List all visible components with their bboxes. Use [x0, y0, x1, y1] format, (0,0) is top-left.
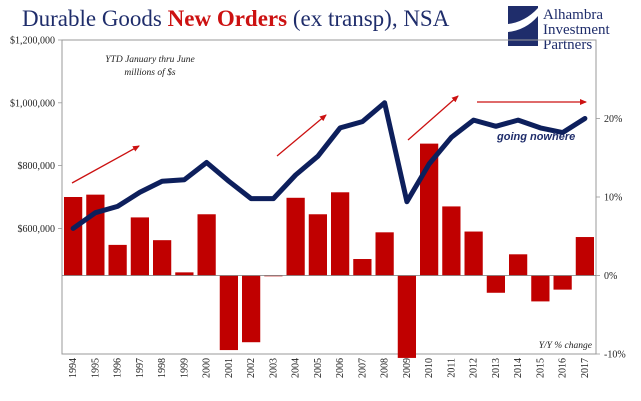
title-part3: (ex transp), NSA — [293, 6, 450, 31]
x-tick-label: 2001 — [224, 358, 235, 378]
bar-2011 — [442, 206, 461, 276]
right-tick-label: 10% — [604, 193, 622, 204]
x-tick-label: 2014 — [513, 358, 524, 378]
x-tick-label: 2012 — [469, 358, 480, 378]
bar-2001 — [219, 275, 238, 351]
bar-2015 — [531, 275, 550, 302]
bar-2016 — [553, 275, 572, 290]
x-tick-label: 2000 — [202, 358, 213, 378]
bar-1999 — [175, 272, 194, 276]
x-tick-label: 2010 — [424, 358, 435, 378]
bar-1998 — [153, 240, 172, 276]
trend-arrow-2 — [276, 114, 327, 157]
going-nowhere-annotation: going nowhere — [496, 131, 575, 143]
trend-arrow-3 — [407, 95, 459, 141]
left-tick-label: $600,000 — [18, 224, 56, 235]
x-tick-label: 1998 — [157, 358, 168, 378]
bar-1995 — [86, 194, 105, 276]
bar-2008 — [375, 232, 394, 276]
bar-2017 — [575, 237, 594, 276]
x-tick-label: 2002 — [246, 358, 257, 378]
x-tick-label: 2009 — [402, 358, 413, 378]
x-tick-label: 2017 — [580, 358, 591, 378]
x-tick-label: 1994 — [68, 358, 79, 378]
plot-frame — [61, 39, 597, 355]
logo-line1: Alhambra — [543, 7, 603, 23]
line-series — [70, 100, 588, 231]
bar-2000 — [197, 214, 216, 276]
x-tick-label: 2007 — [357, 358, 368, 378]
left-axis: $1,200,000 $1,000,000 $800,000 $600,000 — [10, 36, 62, 235]
logo-line3: Partners — [543, 37, 592, 53]
title-part1: Durable Goods — [22, 6, 168, 31]
left-tick-label: $1,200,000 — [10, 36, 55, 47]
bar-series — [64, 143, 594, 358]
x-axis: 1994 1995 1996 1997 1998 1999 2000 2001 2002 2003… — [68, 358, 591, 378]
right-axis: 20% 10% 0% -10% — [596, 114, 626, 361]
trend-arrow-1 — [71, 145, 140, 184]
x-tick-label: 1999 — [179, 358, 190, 378]
right-tick-label: 20% — [604, 114, 622, 125]
bar-2009 — [397, 275, 416, 358]
left-tick-label: $800,000 — [18, 161, 56, 172]
x-tick-label: 2016 — [558, 358, 569, 378]
bar-2007 — [353, 259, 372, 276]
bar-1994 — [64, 197, 83, 276]
bar-2012 — [464, 231, 483, 276]
chart-title: Durable Goods New Orders (ex transp), NS… — [22, 6, 450, 31]
x-tick-label: 1996 — [113, 358, 124, 378]
right-tick-label: -10% — [604, 350, 626, 361]
x-tick-label: 2006 — [335, 358, 346, 378]
x-tick-label: 2013 — [491, 358, 502, 378]
bar-2014 — [509, 254, 528, 276]
x-tick-label: 2003 — [268, 358, 279, 378]
units-note-line1: YTD January thru June — [105, 55, 194, 65]
yoy-note: Y/Y % change — [539, 341, 592, 351]
x-tick-label: 1995 — [90, 358, 101, 378]
bar-2004 — [286, 197, 305, 276]
trend-arrows — [71, 95, 587, 184]
bar-1996 — [108, 244, 127, 276]
x-tick-label: 2015 — [535, 358, 546, 378]
x-tick-label: 2005 — [313, 358, 324, 378]
bar-2013 — [486, 275, 505, 293]
bar-2005 — [308, 214, 327, 276]
title-part2: New Orders — [168, 6, 287, 31]
left-tick-label: $1,000,000 — [10, 98, 55, 109]
x-tick-label: 2008 — [380, 358, 391, 378]
x-tick-label: 1997 — [135, 358, 146, 378]
x-tick-label: 2004 — [291, 358, 302, 378]
logo-line2: Investment — [543, 22, 610, 38]
bar-2002 — [242, 275, 261, 343]
alhambra-logo: Alhambra Investment Partners — [508, 6, 610, 53]
orders-line — [70, 100, 588, 231]
x-tick-label: 2011 — [446, 358, 457, 378]
right-tick-label: 0% — [604, 271, 617, 282]
bar-1997 — [130, 217, 149, 276]
units-note-line2: millions of $s — [124, 67, 176, 78]
bar-2006 — [331, 192, 350, 276]
